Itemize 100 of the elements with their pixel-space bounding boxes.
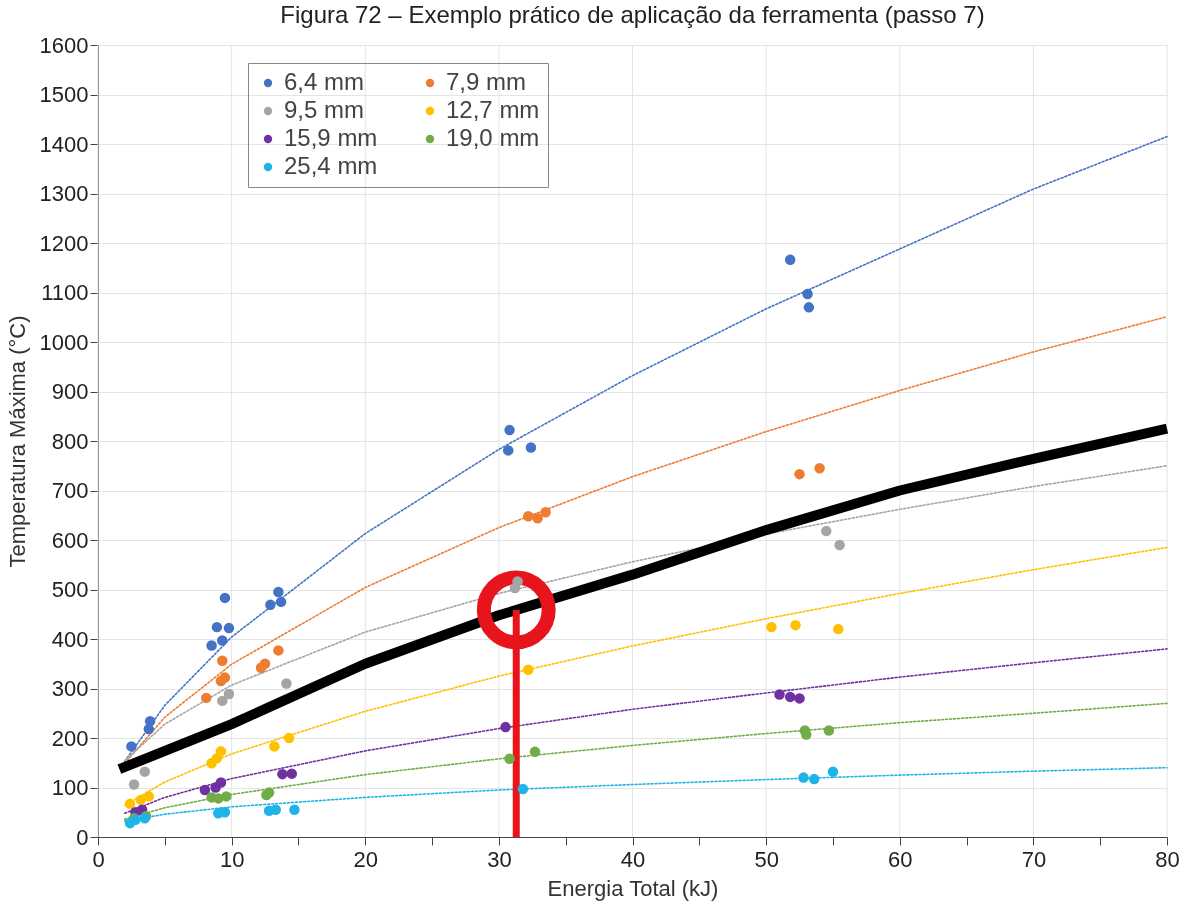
x-tick-label: 60 <box>888 846 913 872</box>
legend-label: 19,0 mm <box>446 124 540 151</box>
point <box>217 695 228 707</box>
point <box>502 445 514 456</box>
point <box>790 619 801 631</box>
point <box>827 766 839 777</box>
point <box>814 462 825 474</box>
point <box>273 586 284 598</box>
point <box>275 596 287 608</box>
y-tick-label: 1100 <box>41 280 89 305</box>
legend-label: 7,9 mm <box>446 68 527 95</box>
point <box>529 746 541 758</box>
point <box>766 621 777 633</box>
y-tick-label: 300 <box>51 676 89 701</box>
line-series <box>123 546 1168 807</box>
point <box>784 254 796 266</box>
y-tick-label: 700 <box>51 478 89 503</box>
y-tick-label: 1400 <box>39 131 89 157</box>
point <box>217 655 228 667</box>
y-tick-label: 1300 <box>39 181 89 206</box>
point <box>126 741 137 752</box>
line-series <box>123 648 1168 815</box>
point <box>540 507 551 518</box>
point <box>143 791 155 802</box>
point <box>834 539 845 551</box>
point <box>215 777 227 788</box>
point <box>200 692 212 704</box>
y-tick-label: 400 <box>51 626 89 652</box>
point <box>774 689 785 700</box>
y-tick-label: 900 <box>51 379 89 404</box>
point <box>223 622 235 634</box>
x-tick-label: 0 <box>92 846 105 872</box>
point <box>283 732 295 744</box>
y-tick-label: 1500 <box>39 82 89 107</box>
point <box>221 791 232 802</box>
x-tick-label: 30 <box>487 846 512 872</box>
chart-title: Figura 72 – Exemplo prático de aplicação da ferramenta (passo 7) <box>280 1 985 28</box>
point <box>821 525 832 537</box>
point <box>199 784 211 796</box>
point <box>512 576 523 587</box>
point <box>802 288 813 300</box>
y-tick-label: 600 <box>51 527 89 553</box>
y-tick-label: 1600 <box>39 32 89 58</box>
point <box>794 693 805 704</box>
x-axis-title: Energia Total (kJ) <box>547 875 719 901</box>
point <box>139 766 151 777</box>
y-tick-label: 100 <box>51 775 89 800</box>
x-tick-label: 20 <box>353 846 378 872</box>
point <box>211 621 223 633</box>
point <box>219 592 231 604</box>
point <box>269 741 280 752</box>
point <box>281 678 292 689</box>
point <box>124 798 136 810</box>
point <box>517 783 529 795</box>
point <box>525 442 537 453</box>
legend-label: 6,4 mm <box>284 68 365 95</box>
point <box>206 640 217 651</box>
point <box>259 658 271 669</box>
point <box>273 645 284 656</box>
point <box>808 773 820 785</box>
point <box>500 721 511 733</box>
y-tick-label: 0 <box>76 824 89 850</box>
point <box>219 672 231 683</box>
point <box>833 623 844 635</box>
y-tick-label: 200 <box>51 725 89 751</box>
x-tick-label: 70 <box>1021 846 1047 872</box>
point <box>523 511 534 522</box>
point <box>286 768 297 779</box>
point <box>135 794 146 806</box>
point <box>794 468 805 480</box>
x-tick-label: 40 <box>620 846 646 872</box>
point <box>277 768 288 780</box>
point <box>144 715 156 727</box>
point <box>265 599 276 611</box>
x-tick-label: 50 <box>754 846 779 872</box>
legend-label: 12,7 mm <box>446 96 540 123</box>
point <box>223 688 235 700</box>
point <box>128 779 140 790</box>
point <box>215 746 227 757</box>
y-tick-label: 1200 <box>39 230 89 256</box>
line-series <box>123 464 1168 762</box>
x-tick-label: 10 <box>219 846 245 872</box>
y-tick-label: 1000 <box>39 329 89 355</box>
point <box>823 725 835 736</box>
point <box>289 804 300 816</box>
point <box>504 753 515 765</box>
legend-label: 9,5 mm <box>284 96 365 123</box>
point <box>532 512 543 524</box>
point <box>523 664 534 675</box>
y-tick-label: 500 <box>51 577 89 602</box>
point <box>798 772 809 783</box>
point <box>784 691 796 703</box>
y-axis-title: Temperatura Máxima (°C) <box>4 315 30 568</box>
legend-label: 25,4 mm <box>284 152 378 179</box>
point <box>270 804 281 816</box>
point <box>504 424 515 436</box>
point <box>803 302 815 313</box>
y-tick-label: 800 <box>51 428 89 454</box>
x-tick-label: 80 <box>1155 846 1180 872</box>
point <box>217 635 228 646</box>
